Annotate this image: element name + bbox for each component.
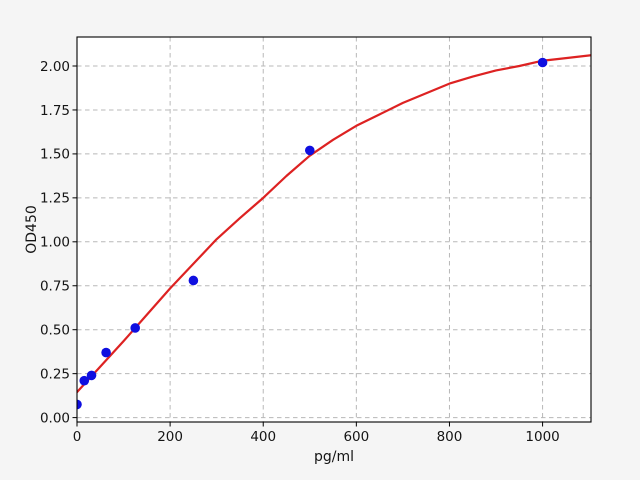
x-tick-label: 200 — [157, 429, 183, 445]
y-tick-label: 0.50 — [40, 323, 70, 339]
x-tick-label: 1000 — [525, 429, 559, 445]
y-tick-label: 0.00 — [40, 410, 70, 426]
data-point — [130, 323, 140, 333]
plot-area — [77, 37, 591, 422]
x-tick-label: 800 — [437, 429, 463, 445]
y-tick-label: 1.50 — [40, 147, 70, 163]
y-axis-label: OD450 — [24, 205, 40, 254]
data-point — [79, 375, 90, 386]
fit-curve — [77, 54, 591, 394]
data-point — [537, 57, 548, 68]
plot-border — [76, 36, 592, 423]
x-tick-label: 600 — [343, 429, 369, 445]
data-points — [77, 57, 548, 410]
y-tick-label: 2.00 — [40, 59, 70, 75]
plot-series — [77, 54, 591, 410]
data-point — [188, 275, 199, 286]
gridlines — [76, 37, 591, 422]
x-tick-labels: 0 200 400 600 800 1000 — [73, 429, 560, 445]
y-tick-labels: 0.00 0.25 0.50 0.75 1.00 1.25 1.50 1.75 2.00 — [40, 59, 70, 427]
y-tick-label: 0.25 — [40, 366, 70, 382]
y-tick-label: 1.00 — [40, 235, 70, 251]
data-point — [101, 347, 111, 358]
y-tick-label: 1.75 — [40, 103, 70, 119]
x-tick-label: 400 — [250, 429, 276, 445]
x-axis-label: pg/ml — [314, 449, 354, 465]
axis-ticks — [72, 65, 544, 427]
x-tick-label: 0 — [73, 429, 82, 445]
data-point — [304, 145, 315, 156]
y-tick-label: 1.25 — [40, 191, 70, 207]
data-point — [77, 399, 82, 410]
data-point — [86, 370, 97, 381]
y-tick-label: 0.75 — [40, 279, 70, 295]
